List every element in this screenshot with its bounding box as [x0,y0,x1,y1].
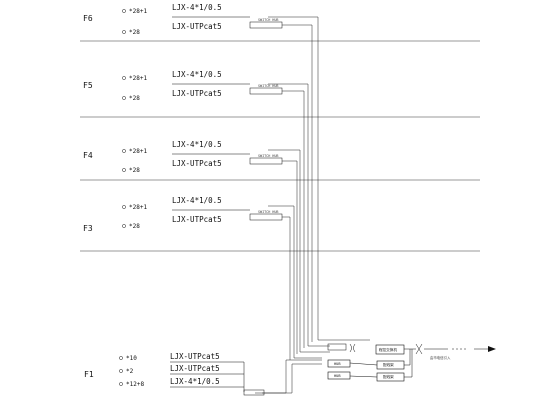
switch-hub [249,213,283,221]
connector-symbol [349,343,352,353]
outlet-code-b: *28 [129,167,140,174]
outlet-symbol [122,149,126,153]
outlet-symbol [119,356,123,360]
outlet-code-b: *28 [129,95,140,102]
riser-line [282,216,291,360]
outlet-code-b: *28 [129,29,140,36]
patch-panel-label: 配线架 [383,374,394,379]
riser-line [282,160,298,354]
outside-label: 由市电信引入 [430,355,451,360]
equipment-wiring [349,348,416,378]
outlet-symbol [122,30,126,34]
switch-caption: SWITCH HUB [258,84,278,88]
hub-label: HUB [334,374,341,378]
riser-line [268,83,330,347]
patch-panel-label: 配线架 [383,362,394,367]
outlet-symbol [122,96,126,100]
cable-label-a: LJX-4*1/0.5 [172,3,222,12]
cable-label: LJX-UTPcat5 [170,352,220,361]
outlet-symbol [122,9,126,13]
f1-wiring [170,361,245,392]
wire [349,375,378,378]
break-symbol [418,343,423,355]
equipment-room: 程控交换机 HUB HUB 配线架 配线架 由市电信引入 [327,343,496,382]
outlet-symbol [122,205,126,209]
riser-line [268,149,330,353]
break-symbol [415,343,420,355]
floor-label: F4 [83,151,93,160]
cable-label-a: LJX-4*1/0.5 [172,70,222,79]
outlet-symbol [122,224,126,228]
wire [404,349,411,366]
cable-label-a: LJX-4*1/0.5 [172,140,222,149]
floor-label: F1 [84,370,94,379]
floor-distributor [243,389,265,396]
outlet-code-a: *28+1 [129,204,147,211]
riser-line [282,90,305,348]
floor-f4: F4 *28+1 *28 LJX-4*1/0.5 LJX-UTPcat5 SWI… [83,140,283,174]
cable-label-b: LJX-UTPcat5 [172,22,222,31]
floor-f3: F3 *28+1 *28 LJX-4*1/0.5 LJX-UTPcat5 SWI… [83,196,283,233]
floor-f6: F6 *28+1 *28 LJX-4*1/0.5 LJX-UTPcat5 SWI… [83,3,283,36]
switch-hub [249,87,283,95]
riser-line [282,24,313,342]
riser-line [268,205,322,359]
outlet-code: *10 [126,355,137,362]
outlet-symbol [122,76,126,80]
outlet-code-b: *28 [129,223,140,230]
hub-box [327,371,351,380]
outlet-code: *2 [126,368,134,375]
pbx-box [375,344,405,355]
riser-line [262,363,322,394]
arrow-icon [488,346,496,352]
connector-symbol [353,343,356,353]
floor-f1: F1 *10 *2 *12+8 LJX-UTPcat5 LJX-UTPcat5 … [84,352,265,396]
cable-label: LJX-UTPcat5 [170,364,220,373]
riser-line [255,359,322,394]
hub-label: HUB [334,362,341,366]
switch-hub [249,21,283,29]
pbx-label: 程控交换机 [379,347,397,352]
outlet-symbol [119,369,123,373]
wire [349,362,378,366]
switch-hub [249,157,283,165]
floor-label: F5 [83,81,93,90]
floor-separators [80,40,480,252]
hub-box [327,359,351,368]
riser-line [268,16,370,341]
riser-trunk [255,16,370,394]
outlet-code-a: *28+1 [129,148,147,155]
outlet-code-a: *28+1 [129,8,147,15]
switch-caption: SWITCH HUB [258,210,278,214]
outlet-code: *12+8 [126,381,144,388]
floor-f5: F5 *28+1 *28 LJX-4*1/0.5 LJX-UTPcat5 SWI… [83,70,283,102]
floor-label: F6 [83,14,93,23]
outlet-code-a: *28+1 [129,75,147,82]
floor-label: F3 [83,224,93,233]
connector-module [327,343,347,351]
cable-label-a: LJX-4*1/0.5 [172,196,222,205]
wire [404,349,413,378]
outlet-symbol [119,382,123,386]
cable-label-b: LJX-UTPcat5 [172,215,222,224]
switch-caption: SWITCH HUB [258,154,278,158]
cable-label-b: LJX-UTPcat5 [172,159,222,168]
outlet-symbol [122,168,126,172]
switch-caption: SWITCH HUB [258,18,278,22]
cable-label: LJX-4*1/0.5 [170,377,220,386]
cable-label-b: LJX-UTPcat5 [172,89,222,98]
